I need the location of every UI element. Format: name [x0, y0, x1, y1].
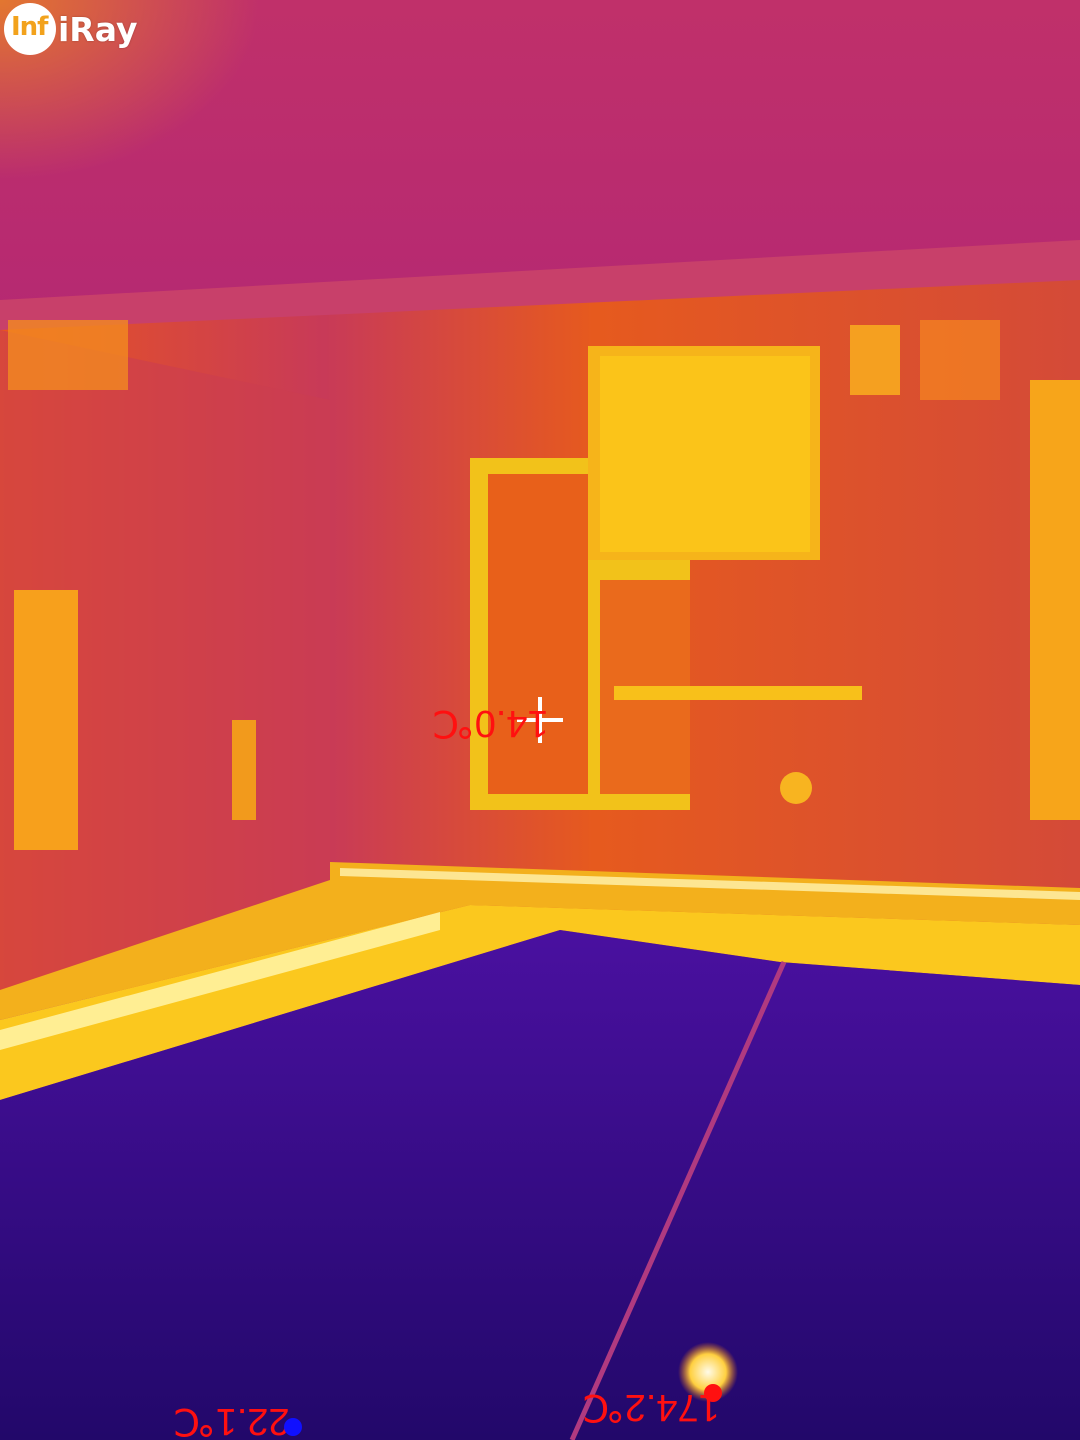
min-temperature-label: 22.1℃	[173, 1400, 290, 1440]
center-temperature-label: 14.0℃	[432, 702, 549, 744]
center-temperature-value: 14.0℃	[432, 702, 549, 744]
max-temperature-label: 174.2℃	[582, 1386, 720, 1428]
logo-text: iRay	[58, 9, 138, 49]
min-temperature-value: 22.1℃	[173, 1400, 290, 1440]
red-dot-icon	[704, 1384, 722, 1402]
logo-mark-text: Inf	[11, 12, 48, 42]
max-temperature-value: 174.2℃	[582, 1386, 720, 1428]
crosshair-icon	[517, 697, 563, 743]
blue-dot-icon	[284, 1418, 302, 1436]
logo-mark-icon: Inf	[4, 3, 56, 55]
infiray-logo: Inf iRay	[4, 2, 138, 56]
